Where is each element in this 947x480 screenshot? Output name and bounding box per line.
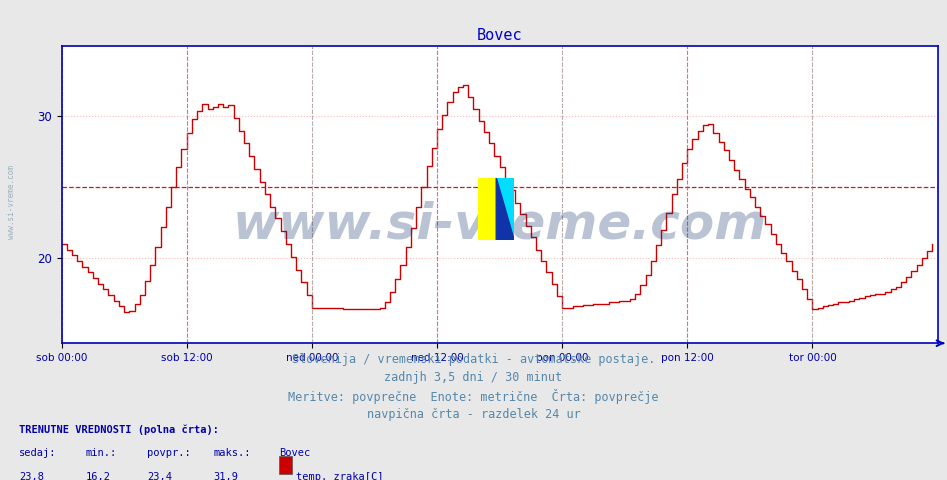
Text: temp. zraka[C]: temp. zraka[C] — [296, 472, 384, 480]
Text: sedaj:: sedaj: — [19, 448, 57, 458]
Text: TRENUTNE VREDNOSTI (polna črta):: TRENUTNE VREDNOSTI (polna črta): — [19, 425, 219, 435]
Polygon shape — [496, 178, 514, 240]
Text: min.:: min.: — [85, 448, 116, 458]
Text: 16,2: 16,2 — [85, 472, 110, 480]
Text: www.si-vreme.com: www.si-vreme.com — [232, 200, 767, 248]
Text: maks.:: maks.: — [213, 448, 251, 458]
Text: 23,8: 23,8 — [19, 472, 44, 480]
Text: Meritve: povprečne  Enote: metrične  Črta: povprečje: Meritve: povprečne Enote: metrične Črta:… — [288, 389, 659, 404]
Text: navpična črta - razdelek 24 ur: navpična črta - razdelek 24 ur — [366, 408, 581, 420]
Text: Slovenija / vremenski podatki - avtomatske postaje.: Slovenija / vremenski podatki - avtomats… — [292, 353, 655, 366]
Text: 31,9: 31,9 — [213, 472, 238, 480]
Text: 23,4: 23,4 — [147, 472, 171, 480]
Text: Bovec: Bovec — [279, 448, 311, 458]
Text: povpr.:: povpr.: — [147, 448, 190, 458]
Text: www.si-vreme.com: www.si-vreme.com — [7, 165, 16, 239]
Title: Bovec: Bovec — [476, 28, 523, 43]
Text: zadnjh 3,5 dni / 30 minut: zadnjh 3,5 dni / 30 minut — [384, 371, 563, 384]
Polygon shape — [496, 178, 514, 240]
